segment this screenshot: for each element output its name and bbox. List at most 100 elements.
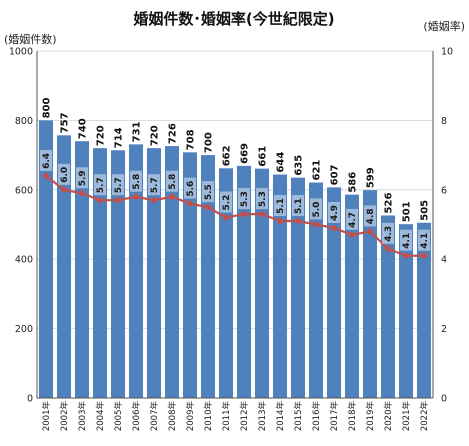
rate-point-2005年 — [115, 197, 121, 204]
bar-value-label: 586 — [348, 172, 359, 193]
y-tick-right: 10 — [441, 47, 453, 58]
rate-label-chip — [166, 170, 178, 192]
rate-point-2018年 — [349, 231, 355, 238]
bar-2012年 — [236, 165, 252, 398]
bar-value-label: 700 — [204, 132, 215, 153]
bar-value-label: 726 — [168, 123, 179, 144]
bar-value-label: 720 — [96, 125, 107, 146]
rate-value-label: 5.1 — [294, 198, 304, 214]
y-tick-left: 200 — [15, 324, 33, 335]
rate-label-chip — [400, 229, 412, 251]
rate-point-2008年 — [169, 193, 175, 200]
bar-2020年 — [380, 215, 396, 398]
x-tick-label: 2020年 — [383, 401, 394, 432]
bar-value-label: 720 — [150, 125, 161, 146]
y-axis-right-title: (婚姻率) — [423, 19, 465, 33]
x-tick-label: 2006年 — [131, 401, 142, 432]
x-tick-label: 2017年 — [329, 401, 340, 432]
rate-value-label: 5.1 — [276, 198, 286, 214]
y-tick-left: 400 — [15, 255, 33, 266]
rate-label-chip — [184, 177, 196, 199]
rate-point-2011年 — [223, 214, 229, 221]
rate-line-series — [43, 172, 427, 259]
rate-label-chip — [130, 170, 142, 192]
bar-value-label: 731 — [132, 121, 143, 142]
bar-series — [38, 120, 432, 399]
rate-point-2010年 — [205, 204, 211, 211]
bar-2022年 — [416, 222, 432, 398]
bar-2009年 — [182, 152, 198, 398]
bar-value-label: 599 — [366, 167, 377, 188]
bar-value-label: 621 — [312, 160, 323, 181]
x-tick-label: 2016年 — [311, 401, 322, 432]
bar-2006年 — [128, 144, 144, 398]
rate-point-2015年 — [295, 218, 301, 225]
bar-2008年 — [164, 146, 180, 398]
bar-2005年 — [110, 150, 126, 398]
bar-value-label: 669 — [240, 143, 251, 164]
rate-value-label: 5.7 — [114, 177, 124, 193]
rate-point-2003年 — [79, 190, 85, 197]
x-tick-label: 2010年 — [203, 401, 214, 432]
bar-2010年 — [200, 155, 216, 398]
rate-label-chip — [94, 174, 106, 196]
bar-2021年 — [398, 224, 414, 398]
bar-2002年 — [56, 135, 72, 399]
x-tick-label: 2009年 — [185, 401, 196, 432]
bar-2016年 — [308, 182, 324, 398]
x-tick-label: 2013年 — [257, 401, 268, 432]
bar-value-label: 714 — [114, 127, 125, 148]
rate-label-chip — [76, 167, 88, 189]
rate-label-chip — [346, 208, 358, 230]
bar-2019年 — [362, 190, 378, 398]
bar-2011年 — [218, 168, 234, 398]
y-tick-left: 0 — [27, 394, 33, 405]
bar-value-label: 800 — [42, 97, 53, 118]
rate-value-label: 5.0 — [312, 202, 322, 218]
rate-value-label: 4.9 — [330, 205, 340, 221]
bar-2015年 — [290, 177, 306, 398]
rate-value-label: 5.2 — [222, 195, 232, 211]
x-tick-label: 2015年 — [293, 401, 304, 432]
rate-value-label: 5.3 — [240, 191, 250, 207]
rate-label-chip — [58, 163, 70, 185]
rate-value-label: 5.3 — [258, 191, 268, 207]
bar-2018年 — [344, 194, 360, 398]
rate-value-label: 5.7 — [96, 177, 106, 193]
rate-point-2020年 — [385, 245, 391, 252]
x-tick-label: 2019年 — [365, 401, 376, 432]
x-tick-label: 2018年 — [347, 401, 358, 432]
rate-value-label: 4.8 — [366, 208, 376, 224]
rate-value-label: 5.7 — [150, 177, 160, 193]
x-tick-label: 2008年 — [167, 401, 178, 432]
rate-label-chip — [202, 181, 214, 203]
y-axis-left-title: (婚姻件数) — [4, 32, 57, 46]
rate-point-2014年 — [277, 218, 283, 225]
bar-value-label: 740 — [78, 118, 89, 139]
rate-point-2021年 — [403, 252, 409, 259]
rate-label-chip — [418, 229, 430, 251]
x-tick-label: 2012年 — [239, 401, 250, 432]
x-tick-label: 2004年 — [95, 401, 106, 432]
rate-value-label: 4.1 — [402, 233, 412, 249]
rate-point-2012年 — [241, 211, 247, 218]
bar-2017年 — [326, 187, 342, 398]
data-labels: 800 757 740 720 714 731 720 726 708 700 662 669 661 6… — [40, 97, 431, 251]
bar-2003年 — [74, 141, 90, 398]
rate-value-label: 5.9 — [78, 170, 88, 186]
rate-value-label: 4.1 — [420, 233, 430, 249]
x-tick-label: 2002年 — [59, 401, 70, 432]
rate-label-chip — [328, 201, 340, 223]
bar-2013年 — [254, 168, 270, 398]
rate-value-label: 5.6 — [186, 181, 196, 197]
rate-point-2004年 — [97, 197, 103, 204]
y-tick-left: 600 — [15, 185, 33, 196]
bar-2014年 — [272, 174, 288, 398]
y-tick-right: 8 — [441, 116, 447, 127]
x-tick-label: 2014年 — [275, 401, 286, 432]
bar-value-label: 708 — [186, 129, 197, 150]
rate-label-chip — [112, 174, 124, 196]
rate-label-chip — [238, 188, 250, 210]
rate-label-chip — [220, 191, 232, 213]
rate-point-2016年 — [313, 221, 319, 228]
